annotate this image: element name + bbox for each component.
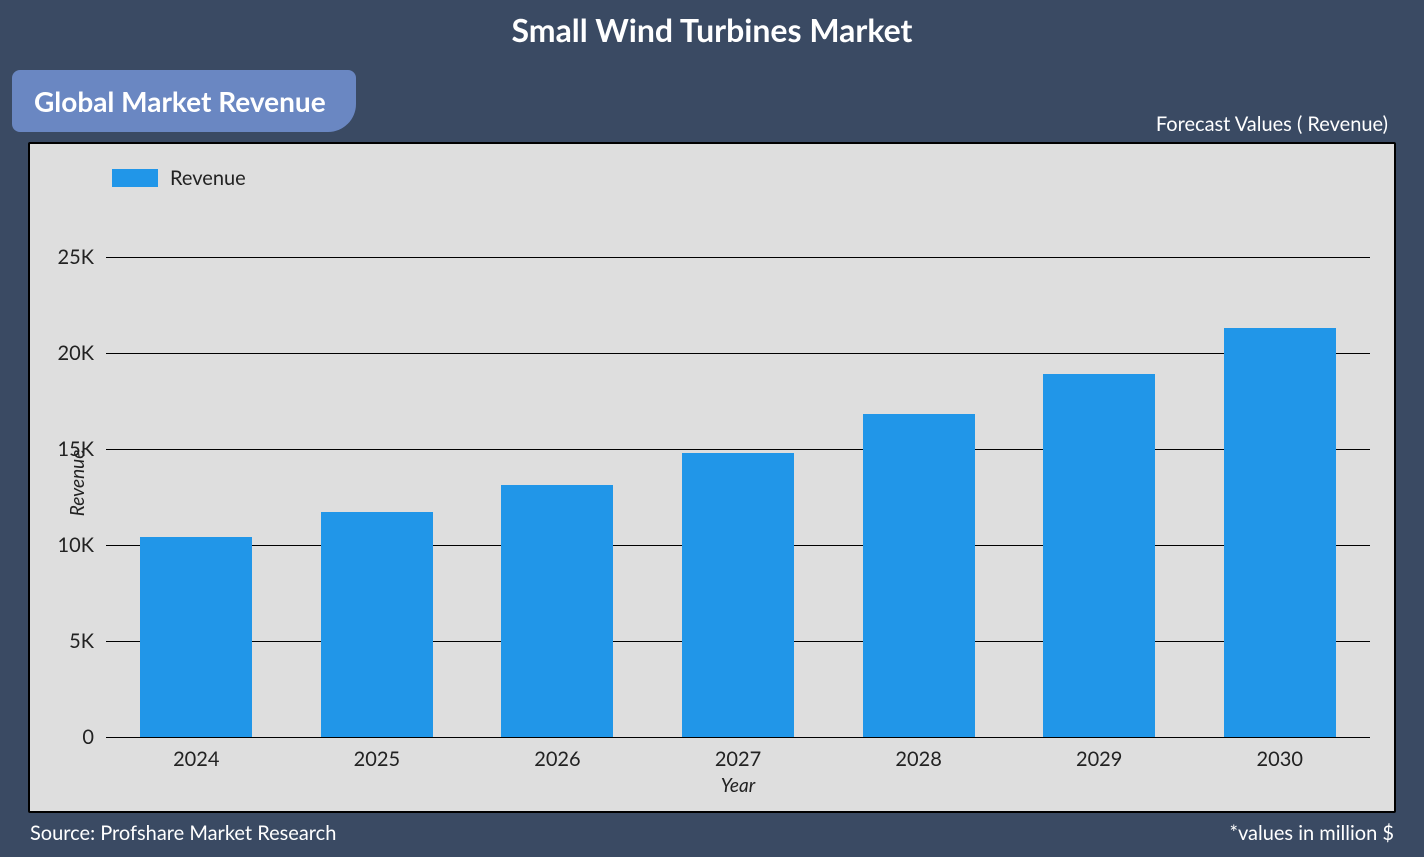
bar: [140, 537, 252, 737]
bar: [682, 453, 794, 737]
y-tick-label: 0: [82, 725, 106, 749]
y-tick-label: 15K: [58, 437, 106, 461]
forecast-label: Forecast Values ( Revenue): [1156, 112, 1388, 136]
bar-slot: 2029: [1009, 228, 1190, 737]
bar: [321, 512, 433, 737]
bar: [1043, 374, 1155, 737]
bar: [1224, 328, 1336, 737]
y-tick-label: 10K: [58, 533, 106, 557]
bar-slot: 2028: [828, 228, 1009, 737]
x-axis-label: Year: [721, 774, 755, 797]
source-text: Source: Profshare Market Research: [30, 821, 336, 845]
values-note: *values in million $: [1229, 821, 1394, 845]
bar-slot: 2024: [106, 228, 287, 737]
x-tick-label: 2025: [354, 747, 400, 771]
x-tick-label: 2027: [715, 747, 761, 771]
x-tick-label: 2029: [1076, 747, 1122, 771]
y-tick-label: 20K: [58, 341, 106, 365]
chart-box: Revenue Revenue Year 05K10K15K20K25K2024…: [28, 142, 1396, 813]
x-tick-label: 2024: [173, 747, 219, 771]
y-tick-label: 25K: [58, 245, 106, 269]
bar: [863, 414, 975, 737]
plot-area: Revenue Year 05K10K15K20K25K202420252026…: [106, 228, 1370, 737]
bar-slot: 2030: [1189, 228, 1370, 737]
y-tick-label: 5K: [69, 629, 106, 653]
x-tick-label: 2028: [895, 747, 941, 771]
x-tick-label: 2026: [534, 747, 580, 771]
gridline: [106, 737, 1370, 738]
legend: Revenue: [112, 166, 246, 190]
main-title: Small Wind Turbines Market: [0, 0, 1424, 49]
bar-slot: 2025: [287, 228, 468, 737]
bar-slot: 2027: [648, 228, 829, 737]
bars-container: 2024202520262027202820292030: [106, 228, 1370, 737]
bar-slot: 2026: [467, 228, 648, 737]
legend-label: Revenue: [170, 166, 246, 190]
subtitle-badge: Global Market Revenue: [12, 70, 356, 132]
x-tick-label: 2030: [1257, 747, 1303, 771]
legend-swatch: [112, 169, 158, 187]
bar: [501, 485, 613, 737]
chart-frame: Small Wind Turbines Market Global Market…: [0, 0, 1424, 857]
